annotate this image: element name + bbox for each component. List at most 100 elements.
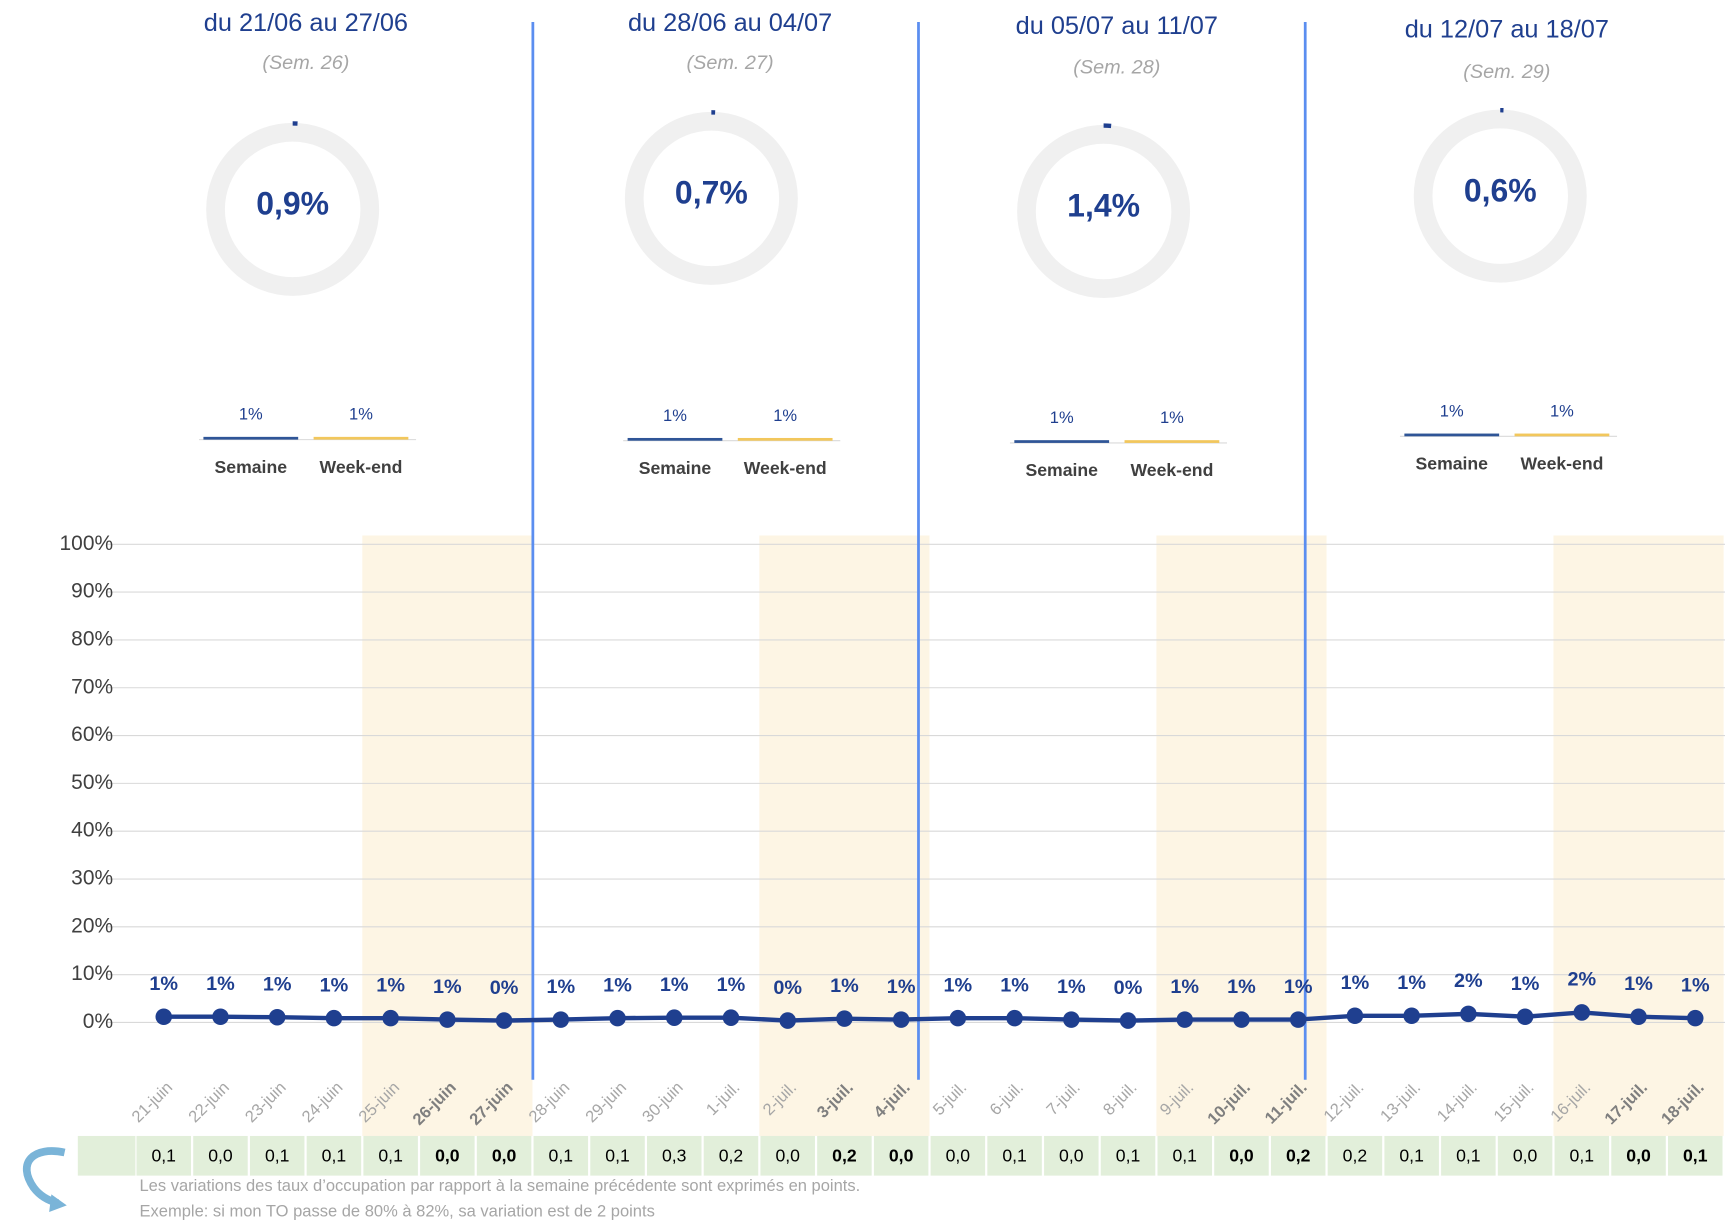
- value-label: 1%: [660, 974, 689, 996]
- value-label: 1%: [944, 974, 973, 996]
- bar-value-label: 1%: [1440, 401, 1464, 420]
- value-label: 1%: [546, 976, 575, 998]
- bar-value-label: 1%: [773, 406, 797, 425]
- bar-category-label: Semaine: [1416, 454, 1489, 474]
- variation-value: 0,0: [889, 1146, 914, 1166]
- y-tick-label: 20%: [71, 914, 113, 937]
- value-label: 1%: [1397, 972, 1426, 994]
- week-title: du 05/07 au 11/07: [1016, 12, 1218, 40]
- value-label: 2%: [1567, 969, 1596, 991]
- variation-value: 0,1: [152, 1146, 176, 1166]
- arrow-head: [49, 1194, 67, 1212]
- y-tick-label: 60%: [71, 723, 113, 746]
- value-label: 1%: [1511, 973, 1540, 995]
- variation-value: 0,1: [378, 1146, 402, 1166]
- variation-value: 0,0: [1626, 1146, 1651, 1166]
- variation-value: 0,0: [435, 1146, 460, 1166]
- value-label: 1%: [1057, 976, 1086, 998]
- series-point: [1233, 1011, 1250, 1028]
- variation-cell: [193, 1135, 248, 1176]
- variation-cell: [533, 1135, 589, 1176]
- variation-value: 0,1: [1116, 1146, 1140, 1166]
- week-subtitle: (Sem. 29): [1463, 61, 1550, 83]
- variation-value: 0,0: [775, 1146, 800, 1166]
- variation-value: 0,1: [322, 1146, 346, 1166]
- bar-category-label: Semaine: [639, 458, 712, 478]
- value-label: 1%: [603, 974, 632, 996]
- series-point: [779, 1012, 796, 1029]
- x-tick-label: 6-juil.: [986, 1078, 1027, 1119]
- variation-cell: [817, 1135, 872, 1176]
- value-label: 1%: [830, 975, 859, 997]
- week-subtitle: (Sem. 26): [262, 52, 349, 74]
- variation-value: 0,3: [662, 1146, 687, 1166]
- series-point: [1460, 1005, 1477, 1023]
- donut-track: [624, 111, 798, 285]
- x-tick-label: 22-juin: [184, 1078, 233, 1127]
- week-title: du 12/07 au 18/07: [1405, 16, 1609, 44]
- bar-category-label: Semaine: [215, 457, 288, 477]
- y-tick-label: 50%: [71, 771, 113, 794]
- series-point: [1176, 1011, 1194, 1028]
- x-tick-label: 5-juil.: [929, 1078, 970, 1119]
- series-point: [836, 1010, 853, 1027]
- variation-cell: [1327, 1135, 1383, 1176]
- variation-value: 0,1: [1570, 1146, 1594, 1166]
- bar: [1014, 440, 1110, 443]
- donut-track: [1017, 125, 1191, 299]
- value-label: 1%: [320, 974, 349, 996]
- series-point: [949, 1009, 967, 1027]
- series-point: [325, 1009, 343, 1027]
- series-point: [609, 1009, 626, 1027]
- variation-value: 0,2: [1343, 1146, 1367, 1166]
- week-title: du 28/06 au 04/07: [628, 9, 832, 37]
- series-point: [1063, 1011, 1080, 1028]
- weekend-band: [1553, 535, 1724, 1136]
- variation-cell: [363, 1135, 418, 1176]
- variation-cell: [1497, 1135, 1553, 1176]
- bar-value-label: 1%: [239, 405, 263, 424]
- value-label: 1%: [376, 974, 405, 996]
- variation-value: 0,1: [265, 1146, 289, 1166]
- variation-cell: [1441, 1135, 1496, 1176]
- y-tick-label: 100%: [60, 532, 114, 555]
- week-title: du 21/06 au 27/06: [204, 9, 408, 37]
- variation-cell: [1384, 1135, 1439, 1176]
- donut-value: 0,6%: [1464, 172, 1537, 208]
- donut-track: [206, 122, 380, 296]
- variation-cell: [1157, 1135, 1213, 1176]
- series-point: [1686, 1009, 1704, 1027]
- bar-value-label: 1%: [1160, 408, 1184, 427]
- y-tick-label: 90%: [71, 580, 113, 603]
- value-label: 1%: [1624, 973, 1653, 995]
- bar-category-label: Semaine: [1026, 460, 1099, 480]
- variation-value: 0,0: [946, 1146, 971, 1166]
- series-point: [212, 1008, 229, 1025]
- variation-value: 0,1: [1456, 1146, 1480, 1166]
- series-point: [892, 1011, 910, 1028]
- variation-value: 0,1: [549, 1146, 573, 1166]
- donut-value: 0,9%: [256, 185, 329, 221]
- variation-cell: [590, 1135, 645, 1176]
- value-label: 1%: [1681, 974, 1710, 996]
- bar-value-label: 1%: [1550, 401, 1574, 420]
- series-point: [155, 1008, 173, 1025]
- variation-cell: [1667, 1135, 1723, 1176]
- value-label: 1%: [149, 973, 178, 995]
- y-tick-label: 80%: [71, 627, 113, 650]
- variation-value: 0,1: [605, 1146, 629, 1166]
- series-point: [1289, 1011, 1307, 1028]
- value-label: 1%: [1000, 974, 1029, 996]
- series-point: [552, 1011, 570, 1028]
- value-label: 0%: [490, 977, 519, 999]
- series-point: [1403, 1007, 1420, 1025]
- variation-cell: [703, 1135, 759, 1176]
- weekend-band: [1156, 535, 1327, 1136]
- x-tick-label: 21-juin: [128, 1078, 177, 1127]
- variation-value: 0,2: [719, 1146, 743, 1166]
- footnote: Exemple: si mon TO passe de 80% à 82%, s…: [140, 1201, 655, 1220]
- bar-category-label: Week-end: [1130, 460, 1213, 480]
- variation-value: 0,1: [1002, 1146, 1026, 1166]
- value-label: 1%: [1284, 976, 1313, 998]
- variation-value: 0,2: [1286, 1146, 1311, 1166]
